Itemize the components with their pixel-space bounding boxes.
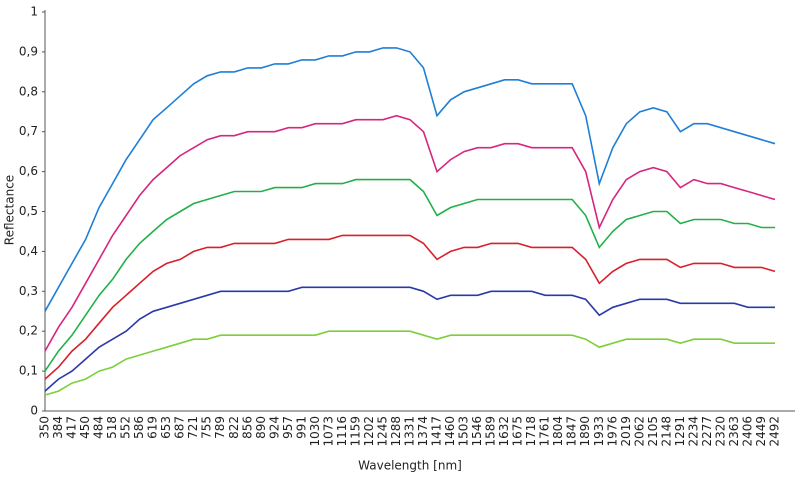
x-tick-label: 687	[173, 416, 187, 439]
x-tick-label: 1675	[511, 416, 525, 447]
x-tick-label: 1847	[565, 416, 579, 447]
x-tick-label: 1589	[484, 416, 498, 447]
x-tick-label: 417	[65, 416, 79, 439]
x-tick-label: 924	[267, 416, 281, 439]
x-tick-label: 2449	[754, 416, 768, 447]
x-tick-label: 1718	[524, 416, 538, 447]
spectrum-line	[44, 47, 776, 312]
x-tick-label: 1245	[375, 416, 389, 447]
spectrum-line	[44, 114, 776, 352]
x-tick-label: 1976	[605, 416, 619, 447]
x-tick-label: 2277	[700, 416, 714, 447]
x-tick-label: 552	[119, 416, 133, 439]
x-tick-label: 1546	[470, 416, 484, 447]
x-tick-label: 653	[159, 416, 173, 439]
y-tick-label: 0,9	[19, 44, 38, 58]
x-tick-label: 518	[105, 416, 119, 439]
y-tick-label: 0,3	[19, 284, 38, 298]
x-tick-label: 384	[51, 416, 65, 439]
x-tick-label: 822	[227, 416, 241, 439]
x-tick-label: 1202	[362, 416, 376, 447]
x-tick-label: 2492	[768, 416, 782, 447]
x-tick-label: 619	[146, 416, 160, 439]
x-tick-label: 2320	[713, 416, 727, 447]
x-tick-label: 2105	[646, 416, 660, 447]
x-tick-label: 1291	[673, 416, 687, 447]
y-axis-title: Reflectance	[3, 175, 17, 245]
spectrum-line	[44, 178, 775, 372]
x-tick-label: 991	[294, 416, 308, 439]
x-tick-label: 721	[186, 416, 200, 439]
x-tick-label: 1761	[538, 416, 552, 447]
x-tick-label: 1933	[592, 416, 606, 447]
x-tick-label: 350	[38, 416, 52, 439]
y-tick-label: 0,4	[19, 244, 38, 258]
x-tick-label: 1159	[348, 416, 362, 447]
x-tick-label: 755	[200, 416, 214, 439]
x-tick-label: 2019	[619, 416, 633, 447]
x-tick-label: 957	[281, 416, 295, 439]
y-tick-label: 0,2	[19, 324, 38, 338]
x-tick-label: 1632	[497, 416, 511, 447]
x-tick-label: 789	[213, 416, 227, 439]
y-tick-label: 1	[30, 5, 38, 19]
spectrum-line	[44, 286, 775, 392]
y-tick-label: 0,7	[19, 124, 38, 138]
y-tick-label: 0,5	[19, 204, 38, 218]
x-tick-label: 1374	[416, 416, 430, 447]
x-tick-label: 2406	[740, 416, 754, 447]
x-tick-label: 856	[240, 416, 254, 439]
x-tick-label: 2363	[727, 416, 741, 447]
x-tick-label: 1331	[403, 416, 417, 447]
x-tick-label: 1073	[321, 416, 335, 447]
x-axis-title: Wavelength [nm]	[358, 459, 462, 473]
x-tick-label: 1503	[457, 416, 471, 447]
x-tick-label: 2148	[659, 416, 673, 447]
y-tick-label: 0	[30, 404, 38, 418]
x-tick-label: 586	[132, 416, 146, 439]
x-tick-label: 890	[254, 416, 268, 439]
x-tick-label: 1460	[443, 416, 457, 447]
x-tick-label: 1030	[308, 416, 322, 447]
x-tick-label: 1288	[389, 416, 403, 447]
spectrum-line	[44, 330, 775, 396]
y-tick-label: 0,8	[19, 84, 38, 98]
x-tick-label: 1804	[551, 416, 565, 447]
y-tick-label: 0,1	[19, 364, 38, 378]
x-tick-label: 1417	[430, 416, 444, 447]
x-tick-label: 2234	[686, 416, 700, 447]
x-tick-label: 2062	[632, 416, 646, 447]
x-tick-label: 450	[78, 416, 92, 439]
x-tick-label: 1890	[578, 416, 592, 447]
x-tick-label: 484	[92, 416, 106, 439]
x-tick-label: 1116	[335, 416, 349, 447]
spectrum-line	[44, 234, 776, 380]
y-tick-label: 0,6	[19, 164, 38, 178]
